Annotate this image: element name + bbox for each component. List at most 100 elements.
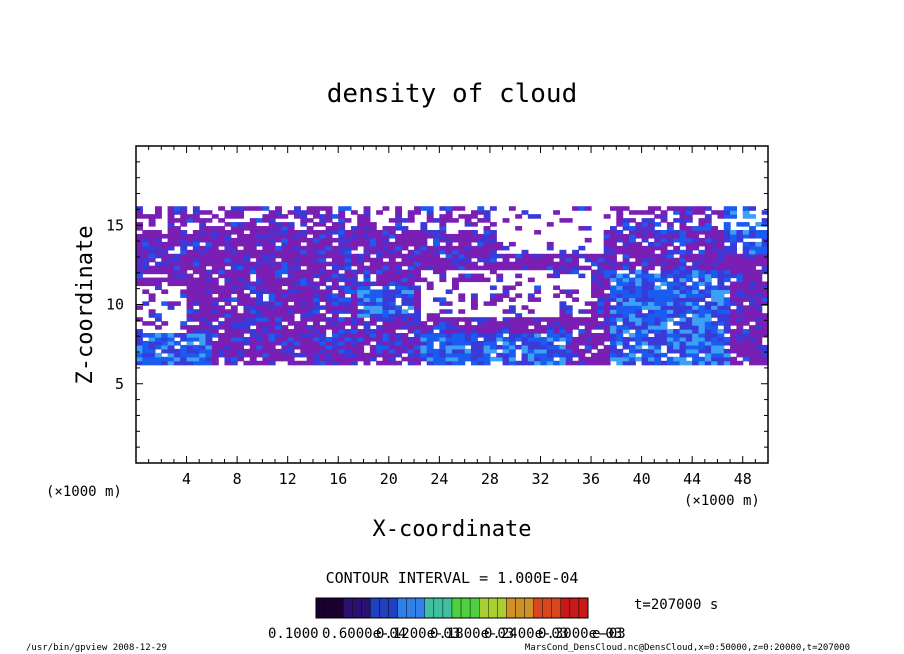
cloud-cell [717,281,725,287]
cloud-cell [249,281,257,287]
cloud-cell [275,261,282,267]
cloud-cell [679,241,687,247]
cloud-cell [205,305,213,310]
cloud-cell [306,269,314,275]
cloud-cell [199,253,207,259]
cloud-cell [654,336,662,342]
cloud-cell [546,253,554,259]
cloud-cell [660,249,668,255]
cloud-cell [186,214,194,219]
cloud-cell [268,360,276,366]
cloud-cell [534,321,542,326]
cloud-cell [761,222,769,227]
cloud-cell [211,356,219,362]
cloud-cell [414,206,421,211]
cloud-cell [161,289,169,295]
cloud-cell [357,281,365,287]
cloud-cell [312,257,320,263]
cloud-cell [565,321,573,326]
cloud-cell [654,233,662,239]
cloud-cell [742,289,750,295]
cloud-cell [192,233,200,239]
cloud-cell [489,333,497,338]
colorbar-cell [361,597,371,619]
cloud-cell [205,360,213,366]
cloud-cell [199,325,207,330]
cloud-cell [275,309,282,314]
cloud-cell [338,206,346,211]
colorbar-cell [424,597,435,619]
cloud-cell [205,289,213,295]
cloud-cell [344,285,352,291]
cloud-cell [218,297,226,302]
cloud-cell [262,317,270,322]
cloud-cell [154,265,162,271]
cloud-cell [401,356,409,362]
cloud-cell [230,206,238,211]
x-tick-labels: 4 8 12 16 20 24 28 32 36 40 44 48 [182,470,752,488]
cloud-cell [319,317,327,322]
cloud-cell [445,344,453,350]
cloud-cell [508,305,516,310]
cloud-cell [262,273,270,279]
cloud-cell [679,233,687,239]
cloud-cell [294,344,301,350]
cloud-cell [224,253,232,259]
cloud-cell [508,352,516,358]
cloud-cell [477,249,485,255]
colorbar-cell [551,597,562,619]
cloud-cell [660,230,668,235]
cloud-cell [344,269,352,275]
cloud-cell [496,297,504,302]
cloud-cell [369,241,377,247]
cloud-cell [148,356,156,362]
cloud-cell [736,265,744,271]
plot-frame [135,145,769,464]
cloud-cell [224,325,232,330]
cloud-cell [243,245,251,251]
cloud-cell [173,348,181,354]
cloud-cell [180,344,188,350]
cloud-cell [616,289,624,295]
cloud-cell [761,317,769,322]
cloud-cell [565,293,573,298]
cloud-cell [407,336,415,342]
cloud-cell [268,313,276,318]
cloud-cell [154,285,162,291]
cloud-cell [704,206,712,211]
cloud-cell [154,210,162,215]
cloud-cell [287,285,295,291]
cloud-cell [761,329,769,334]
cloud-cell [565,253,573,259]
cloud-cell [742,273,750,279]
cloud-cell [243,253,251,259]
cloud-cell [167,218,175,223]
cloud-cell [521,321,529,326]
cloud-cell [300,289,308,295]
cloud-cell [344,253,352,259]
cloud-cell [192,230,200,235]
cloud-cell [173,356,181,362]
cloud-cell [439,333,447,338]
cloud-cell [483,348,491,354]
cloud-cell [723,214,731,219]
cloud-cell [407,214,415,219]
cloud-cell [610,237,617,243]
cloud-cell [388,329,396,334]
cloud-cell [350,344,358,350]
cloud-cell [287,222,295,227]
cloud-cell [730,241,737,247]
cloud-cell [306,261,314,267]
cloud-cell [622,261,630,267]
cloud-cell [483,356,491,362]
cloud-cell [502,253,510,259]
cloud-cell [647,281,655,287]
cloud-cell [173,257,181,263]
cloud-cell [199,273,207,279]
cloud-cell [458,336,466,342]
cloud-cell [559,317,567,322]
cloud-cell [325,309,333,314]
cloud-cell [180,289,188,295]
cloud-cell [578,265,586,271]
cloud-cell [281,233,289,239]
